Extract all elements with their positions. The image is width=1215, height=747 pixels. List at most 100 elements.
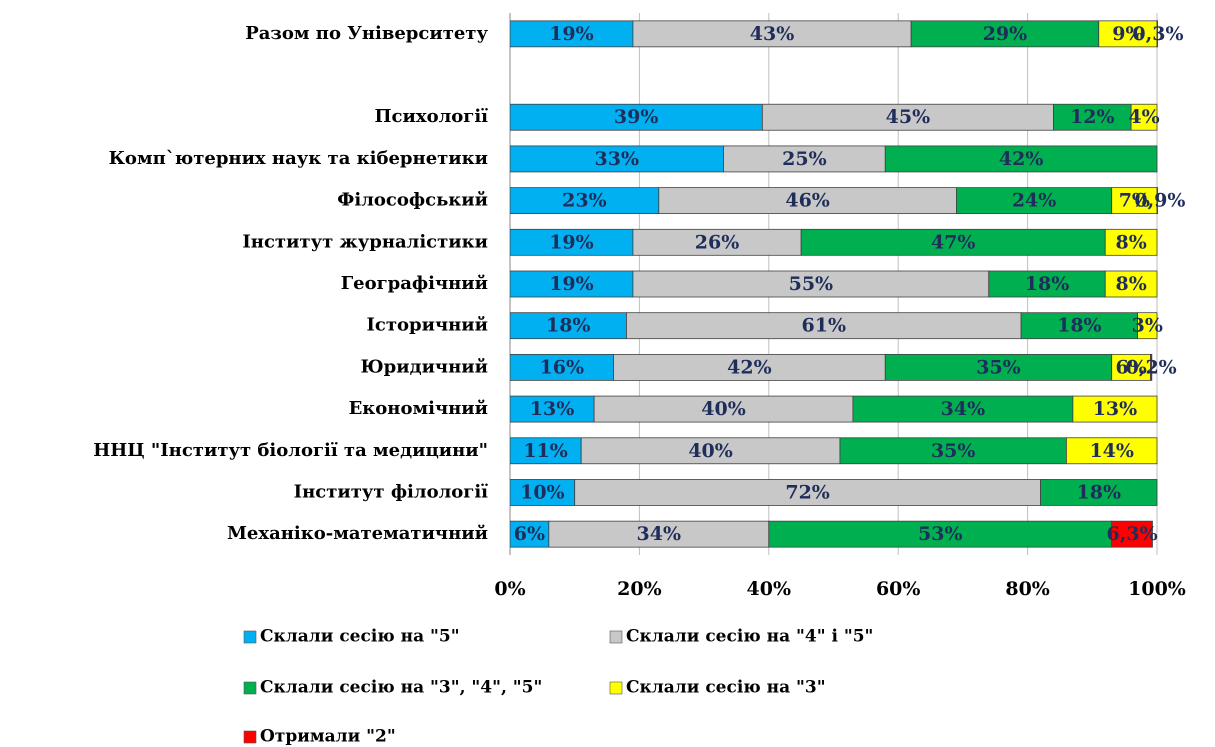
data-label: 13%: [1093, 398, 1138, 420]
category-label: Механіко-математичний: [227, 523, 488, 544]
data-label: 19%: [549, 231, 594, 253]
bar-segment: [884, 353, 1113, 381]
bar-segment: [852, 395, 1074, 423]
data-label: 26%: [695, 231, 740, 253]
bar-segment: [510, 437, 582, 465]
x-tick-label: 40%: [747, 578, 792, 600]
bar-segment: [761, 103, 1054, 131]
data-label: 0,2%: [1126, 356, 1177, 378]
data-label: 18%: [546, 315, 591, 337]
data-label: 9%: [1112, 23, 1143, 45]
data-label: 35%: [931, 440, 976, 462]
category-label: Історичний: [366, 315, 488, 336]
x-tick-label: 100%: [1128, 578, 1186, 600]
bar-segment: [1130, 103, 1158, 131]
data-label: 46%: [785, 190, 830, 212]
data-label: 18%: [1077, 481, 1122, 503]
bar-segment: [910, 20, 1100, 48]
category-label: Інститут філології: [294, 481, 488, 502]
data-label: 3%: [1132, 315, 1163, 337]
bar-segment: [626, 312, 1022, 340]
bar-segment: [613, 353, 886, 381]
data-label: 35%: [976, 356, 1021, 378]
bar-segment: [632, 20, 912, 48]
x-tick-label: 0%: [494, 578, 525, 600]
bar-segment: [632, 270, 990, 298]
data-label: 19%: [549, 273, 594, 295]
bar-segment: [510, 145, 724, 173]
category-label: Інститут журналістики: [242, 231, 488, 252]
bar-segment: [510, 312, 627, 340]
bar-segment: [1053, 103, 1132, 131]
data-label: 25%: [782, 148, 827, 170]
bar-segment: [1040, 479, 1158, 506]
bar-segment: [1150, 353, 1153, 381]
data-label: 0,9%: [1134, 190, 1185, 212]
bar-segment: [1066, 437, 1158, 465]
category-label: Комп`ютерних наук та кібернетики: [109, 148, 488, 169]
bar-segment: [1137, 312, 1158, 340]
data-label: 29%: [983, 23, 1028, 45]
category-label: Економічний: [349, 398, 488, 419]
x-tick-label: 80%: [1005, 578, 1050, 600]
data-label: 19%: [549, 23, 594, 45]
data-label: 34%: [637, 523, 682, 545]
data-label: 6%: [1115, 356, 1146, 378]
bar-segment: [1104, 228, 1158, 256]
bar-segment: [632, 228, 802, 256]
legend-swatch: [609, 681, 623, 695]
data-label: 8%: [1115, 273, 1146, 295]
legend-swatch: [243, 630, 257, 644]
category-label: ННЦ "Інститут біології та медицини": [93, 440, 488, 461]
data-label: 18%: [1025, 273, 1070, 295]
data-label: 34%: [941, 398, 986, 420]
legend-label: Отримали "2": [260, 727, 396, 747]
data-label: 23%: [562, 190, 607, 212]
legend-label: Склали сесію на "4" і "5": [626, 627, 873, 647]
data-label: 42%: [727, 356, 772, 378]
data-label: 24%: [1012, 190, 1057, 212]
bar-segment: [510, 228, 634, 256]
data-label: 6%: [514, 523, 545, 545]
bar-segment: [956, 187, 1113, 215]
data-label: 43%: [750, 23, 795, 45]
bar-segment: [580, 437, 841, 465]
bar-segment: [574, 479, 1041, 506]
data-label: 33%: [595, 148, 640, 170]
bar-segment: [510, 103, 763, 131]
data-label: 0,3%: [1132, 23, 1183, 45]
bar-segment: [1104, 270, 1158, 298]
bar-segment: [723, 145, 886, 173]
data-label: 6,3%: [1107, 523, 1158, 545]
data-label: 55%: [789, 273, 834, 295]
legend-label: Склали сесію на "3": [626, 678, 826, 698]
data-label: 40%: [701, 398, 746, 420]
bar-segment: [1111, 520, 1153, 548]
data-label: 12%: [1070, 106, 1115, 128]
legend-label: Склали сесію на "5": [260, 627, 460, 647]
category-label: Психології: [375, 106, 489, 127]
data-label: 39%: [614, 106, 659, 128]
legend-label: Склали сесію на "3", "4", "5": [260, 678, 542, 698]
category-label: Разом по Університету: [245, 23, 488, 44]
legend-swatch: [609, 630, 623, 644]
legend-swatch: [243, 730, 257, 744]
category-label: Географічний: [341, 273, 488, 294]
data-label: 61%: [802, 315, 847, 337]
data-label: 8%: [1115, 231, 1146, 253]
bar-segment: [510, 353, 614, 381]
data-label: 45%: [886, 106, 931, 128]
data-label: 4%: [1128, 106, 1159, 128]
data-label: 53%: [918, 523, 963, 545]
bar-segment: [510, 479, 576, 506]
data-label: 13%: [530, 398, 575, 420]
data-label: 16%: [540, 356, 585, 378]
bars: [510, 20, 1158, 548]
bar-segment: [988, 270, 1106, 298]
bar-segment: [658, 187, 957, 215]
x-tick-label: 20%: [617, 578, 662, 600]
data-label: 40%: [688, 440, 733, 462]
legend-swatch: [243, 681, 257, 695]
bar-segment: [1156, 187, 1158, 215]
